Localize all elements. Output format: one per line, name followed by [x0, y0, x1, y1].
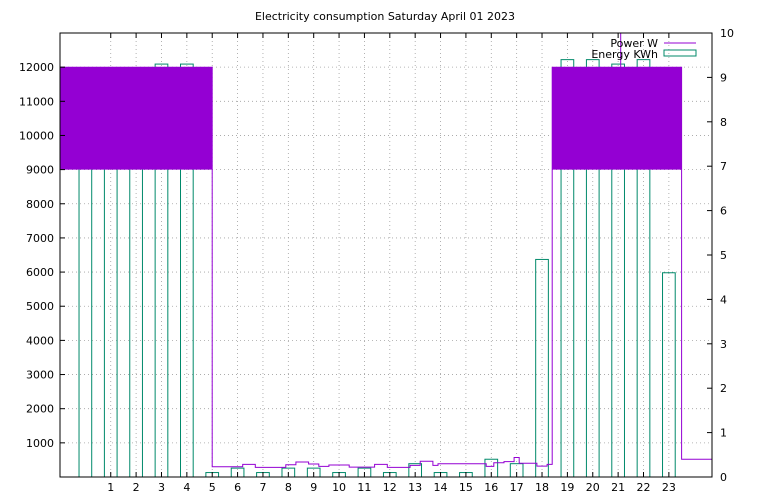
y-right-tick-label: 10 [720, 27, 734, 40]
y-right-tick-label: 4 [720, 293, 727, 306]
x-tick-label: 2 [133, 481, 140, 494]
x-tick-label: 16 [484, 481, 498, 494]
y-left-tick-label: 9000 [26, 164, 54, 177]
y-right-tick-label: 3 [720, 338, 727, 351]
x-tick-label: 10 [332, 481, 346, 494]
axis-ticks: 1 2 3 4 5 6 7 8 9 10 11 12 13 14 15 16 17 18 19 20 21 22 23100… [19, 27, 734, 494]
y-left-tick-label: 11000 [19, 95, 54, 108]
x-tick-label: 18 [535, 481, 549, 494]
x-tick-label: 9 [310, 481, 317, 494]
y-right-tick-label: 6 [720, 205, 727, 218]
x-tick-label: 20 [586, 481, 600, 494]
y-left-tick-label: 10000 [19, 129, 54, 142]
y-right-tick-label: 0 [720, 471, 727, 484]
x-tick-label: 15 [459, 481, 473, 494]
x-tick-label: 19 [560, 481, 574, 494]
x-tick-label: 23 [662, 481, 676, 494]
y-left-tick-label: 1000 [26, 437, 54, 450]
legend-swatch-energy [663, 49, 697, 57]
y-left-tick-label: 2000 [26, 403, 54, 416]
x-tick-label: 7 [259, 481, 266, 494]
legend-label-energy: Energy KWh [591, 48, 658, 61]
y-left-tick-label: 8000 [26, 198, 54, 211]
x-tick-label: 11 [357, 481, 371, 494]
x-tick-label: 4 [183, 481, 190, 494]
x-tick-label: 6 [234, 481, 241, 494]
y-right-tick-label: 9 [720, 71, 727, 84]
x-tick-label: 3 [158, 481, 165, 494]
x-tick-label: 22 [637, 481, 651, 494]
x-tick-label: 13 [408, 481, 422, 494]
x-tick-label: 1 [107, 481, 114, 494]
y-right-tick-label: 2 [720, 382, 727, 395]
energy-bar [535, 258, 549, 478]
legend-label-power: Power W [610, 37, 658, 50]
power-series [59, 33, 712, 468]
y-left-tick-label: 6000 [26, 266, 54, 279]
y-left-tick-label: 12000 [19, 61, 54, 74]
x-tick-label: 12 [383, 481, 397, 494]
chart-title: Electricity consumption Saturday April 0… [255, 10, 515, 23]
y-left-tick-label: 3000 [26, 369, 54, 382]
y-left-tick-label: 5000 [26, 300, 54, 313]
x-tick-label: 14 [434, 481, 448, 494]
x-tick-label: 21 [611, 481, 625, 494]
y-right-tick-label: 7 [720, 160, 727, 173]
y-right-tick-label: 1 [720, 427, 727, 440]
legend: Power W Energy KWh [591, 37, 697, 61]
y-right-tick-label: 8 [720, 116, 727, 129]
x-tick-label: 8 [285, 481, 292, 494]
x-tick-label: 17 [510, 481, 524, 494]
x-tick-label: 5 [209, 481, 216, 494]
power-high-block [552, 67, 682, 170]
y-left-tick-label: 7000 [26, 232, 54, 245]
y-left-tick-label: 4000 [26, 334, 54, 347]
y-right-tick-label: 5 [720, 249, 727, 262]
power-high-block [60, 67, 213, 170]
